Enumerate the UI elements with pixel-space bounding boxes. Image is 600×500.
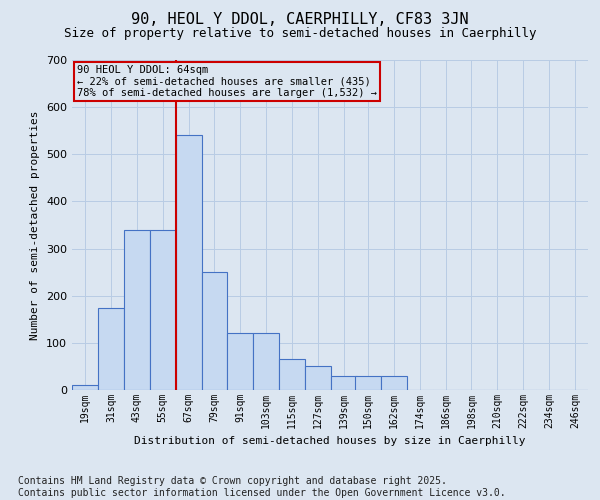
Text: Contains HM Land Registry data © Crown copyright and database right 2025.
Contai: Contains HM Land Registry data © Crown c… [18,476,506,498]
Bar [381,376,407,390]
Bar [253,334,279,390]
Bar [150,230,176,390]
Y-axis label: Number of semi-detached properties: Number of semi-detached properties [31,110,40,340]
Bar [176,136,202,390]
Bar [124,230,150,390]
Bar [72,386,98,390]
Text: 90, HEOL Y DDOL, CAERPHILLY, CF83 3JN: 90, HEOL Y DDOL, CAERPHILLY, CF83 3JN [131,12,469,28]
X-axis label: Distribution of semi-detached houses by size in Caerphilly: Distribution of semi-detached houses by … [134,436,526,446]
Bar [305,366,331,390]
Bar [98,308,124,390]
Bar [279,360,305,390]
Bar [355,376,381,390]
Text: 90 HEOL Y DDOL: 64sqm
← 22% of semi-detached houses are smaller (435)
78% of sem: 90 HEOL Y DDOL: 64sqm ← 22% of semi-deta… [77,65,377,98]
Bar [331,376,357,390]
Text: Size of property relative to semi-detached houses in Caerphilly: Size of property relative to semi-detach… [64,28,536,40]
Bar [202,272,227,390]
Bar [227,334,253,390]
